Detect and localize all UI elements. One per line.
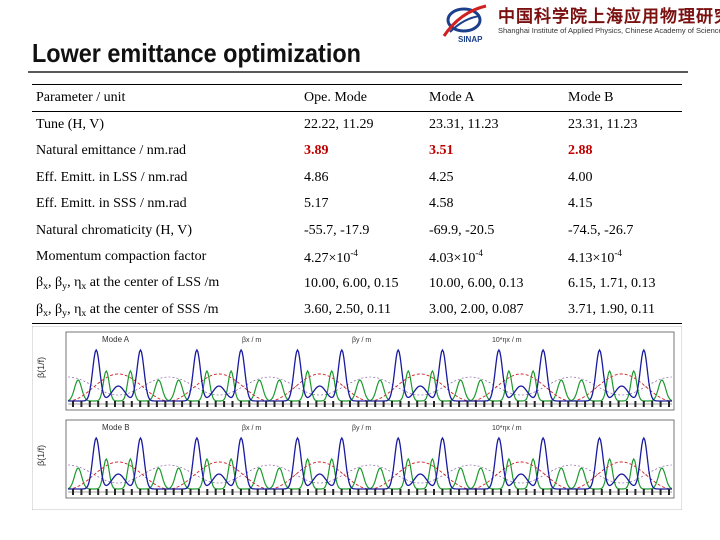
param-cell: Natural emittance / nm.rad (36, 142, 187, 158)
value-cell: 4.00 (568, 169, 593, 185)
value-cell: 6.15, 1.71, 0.13 (568, 275, 656, 291)
table-row: Natural emittance / nm.rad 3.89 3.51 2.8… (32, 138, 682, 165)
value-cell: 23.31, 11.23 (429, 116, 499, 132)
separator: , (67, 275, 75, 291)
reference-curve (68, 376, 672, 396)
logo-text: SINAP (458, 35, 483, 44)
subscript: x (43, 307, 49, 319)
header-cell: Ope. Mode (304, 89, 367, 105)
panel-mode-a: β(1/f) Mode A βx / m βy / m 10*ηx / m (36, 331, 675, 411)
eta-symbol: η (74, 301, 82, 317)
value-cell: 10.00, 6.00, 0.15 (304, 275, 399, 291)
value-cell: -74.5, -26.7 (568, 222, 634, 238)
subscript: x (43, 281, 49, 293)
slide-title: Lower emittance optimization (32, 38, 361, 68)
panel-b-label: Mode B (102, 423, 130, 432)
header-cell: Mode B (568, 89, 614, 105)
reference-curve (68, 464, 672, 484)
table-row: Eff. Emitt. in LSS / nm.rad 4.86 4.25 4.… (32, 164, 682, 191)
exponent: -4 (350, 247, 358, 258)
legend-eta: 10*ηx / m (492, 337, 522, 344)
panel-a-label: Mode A (102, 335, 130, 344)
value-cell: 3.71, 1.90, 0.11 (568, 302, 655, 318)
header-cell: Parameter / unit (36, 89, 126, 105)
panel-mode-b: β(1/f) Mode B βx / m βy / m 10*ηx / m (36, 419, 675, 499)
separator: , (67, 301, 75, 317)
exponent: -4 (475, 247, 483, 258)
value-cell: 4.13×10-4 (564, 244, 682, 271)
table-row: Momentum compaction factor 4.27×10-4 4.0… (32, 244, 682, 271)
table-header-row: Parameter / unit Ope. Mode Mode A Mode B (32, 84, 682, 112)
value-cell-highlight: 2.88 (568, 142, 593, 158)
value-cell: 4.25 (429, 169, 454, 185)
legend-beta-x: βx / m (242, 425, 261, 432)
value-cell: 10.00, 6.00, 0.13 (429, 275, 524, 291)
param-cell: βx, βy, ηx at the center of SSS /m (32, 297, 300, 324)
value-cell: 22.22, 11.29 (304, 116, 374, 132)
separator: , (48, 275, 56, 291)
table-row: βx, βy, ηx at the center of LSS /m 10.00… (32, 271, 682, 298)
exponent: -4 (614, 247, 622, 258)
separator: , (48, 301, 56, 317)
beta-symbol: β (55, 275, 63, 291)
param-cell: Tune (H, V) (36, 116, 105, 132)
subscript: x (81, 307, 87, 319)
param-cell: βx, βy, ηx at the center of LSS /m (32, 271, 300, 298)
subscript: y (62, 281, 68, 293)
param-cell: Natural chromaticity (H, V) (36, 222, 193, 238)
value-cell-highlight: 3.51 (429, 142, 454, 158)
legend-beta-y: βy / m (352, 425, 371, 432)
value-cell: 4.03×10-4 (425, 244, 564, 271)
param-text: at the center of LSS /m (86, 275, 220, 291)
legend-eta: 10*ηx / m (492, 425, 522, 432)
param-cell: Eff. Emitt. in LSS / nm.rad (36, 169, 188, 185)
title-underline (28, 71, 688, 73)
value-cell: 3.60, 2.50, 0.11 (304, 302, 391, 318)
param-cell: Momentum compaction factor (36, 249, 207, 265)
legend-beta-y: βy / m (352, 337, 371, 344)
institute-name-english: Shanghai Institute of Applied Physics, C… (498, 26, 720, 35)
table-row: Tune (H, V) 22.22, 11.29 23.31, 11.23 23… (32, 111, 682, 138)
beta-x-curve (68, 436, 672, 490)
sinap-logo: SINAP (442, 4, 487, 44)
header-cell: Mode A (429, 89, 475, 105)
lattice-function-plots: β(1/f) Mode A βx / m βy / m 10*ηx / m β(… (32, 326, 682, 510)
panel-b-ylabel: β(1/f) (36, 445, 46, 466)
mantissa: 4.27×10 (304, 250, 351, 266)
table-row: Eff. Emitt. in SSS / nm.rad 5.17 4.58 4.… (32, 191, 682, 218)
subscript: y (62, 307, 68, 319)
beta-symbol: β (36, 275, 44, 291)
beta-symbol: β (55, 301, 63, 317)
parameter-table: Parameter / unit Ope. Mode Mode A Mode B… (32, 84, 682, 324)
beta-symbol: β (36, 301, 44, 317)
value-cell: 4.27×10-4 (300, 244, 425, 271)
beta-x-curve (68, 348, 672, 402)
value-cell: 3.00, 2.00, 0.087 (429, 302, 524, 318)
value-cell: 4.58 (429, 196, 454, 212)
value-cell: 4.86 (304, 169, 329, 185)
value-cell: 23.31, 11.23 (568, 116, 638, 132)
subscript: x (81, 281, 87, 293)
eta-symbol: η (74, 275, 82, 291)
panel-a-ylabel: β(1/f) (36, 357, 46, 378)
table-row: Natural chromaticity (H, V) -55.7, -17.9… (32, 217, 682, 244)
value-cell: 5.17 (304, 196, 329, 212)
value-cell: 4.15 (568, 196, 593, 212)
mantissa: 4.13×10 (568, 250, 615, 266)
value-cell: -69.9, -20.5 (429, 222, 495, 238)
param-cell: Eff. Emitt. in SSS / nm.rad (36, 196, 187, 212)
param-text: at the center of SSS /m (86, 301, 219, 317)
institute-name-chinese: 中国科学院上海应用物理研究所 (498, 7, 720, 27)
value-cell-highlight: 3.89 (304, 142, 329, 158)
table-row: βx, βy, ηx at the center of SSS /m 3.60,… (32, 297, 682, 324)
legend-beta-x: βx / m (242, 337, 261, 344)
mantissa: 4.03×10 (429, 250, 476, 266)
value-cell: -55.7, -17.9 (304, 222, 370, 238)
